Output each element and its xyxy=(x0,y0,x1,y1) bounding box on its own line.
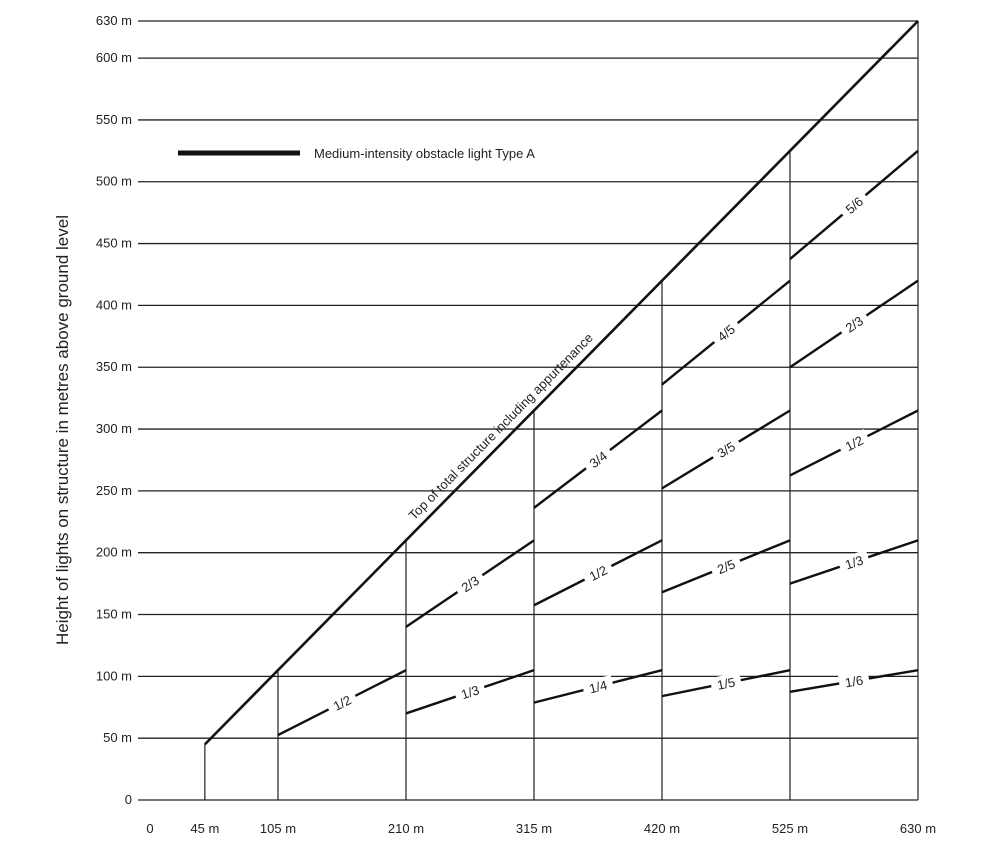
x-tick-label: 525 m xyxy=(772,821,808,836)
series-segment: 1/2 xyxy=(789,409,919,477)
x-tick-label: 210 m xyxy=(388,821,424,836)
y-tick-label: 630 m xyxy=(96,13,132,28)
series-segment: 1/3 xyxy=(405,669,535,715)
series-segment: 2/5 xyxy=(661,539,791,594)
legend: Medium-intensity obstacle light Type A xyxy=(178,146,535,161)
series-segment: 3/5 xyxy=(661,409,791,490)
series-segment: 1/3 xyxy=(789,539,919,585)
x-tick-label: 315 m xyxy=(516,821,552,836)
series-segment: 1/2 xyxy=(533,539,663,607)
x-tick-label: 45 m xyxy=(190,821,219,836)
series-label-text: 1/3 xyxy=(459,682,481,702)
series-label-mask xyxy=(837,670,871,692)
series-label: 1/3 xyxy=(837,549,871,575)
series-label: 1/3 xyxy=(453,679,487,705)
diagonal-label: Top of total structure including appurte… xyxy=(406,330,596,523)
series-label: 1/2 xyxy=(581,558,615,587)
y-tick-label: 450 m xyxy=(96,236,132,251)
series-label-mask xyxy=(709,553,743,580)
series-label-text: 1/6 xyxy=(844,673,864,691)
y-tick-label: 300 m xyxy=(96,421,132,436)
series-label-mask xyxy=(581,558,615,587)
series-label-mask xyxy=(837,189,871,221)
series-label-mask xyxy=(837,429,871,457)
series-label-text: 1/2 xyxy=(843,433,866,455)
series-layer: 1/2 1/3 2/3 1/4 1/2 3/4 1/5 2/5 3/5 4/5 1/6 1/3 1/2 2… xyxy=(277,149,919,737)
y-axis-title: Height of lights on structure in metres … xyxy=(53,215,72,645)
series-label: 2/3 xyxy=(837,308,871,339)
y-tick-label: 250 m xyxy=(96,483,132,498)
series-segment: 4/5 xyxy=(661,279,791,386)
series-label-text: 1/2 xyxy=(587,562,610,584)
series-label-text: 1/3 xyxy=(843,552,865,572)
series-label: 1/2 xyxy=(837,429,871,457)
series-label-mask xyxy=(581,674,615,698)
series-label: 2/3 xyxy=(453,568,487,599)
y-tick-label: 550 m xyxy=(96,112,132,127)
series-label: 1/4 xyxy=(581,674,615,698)
series-label-mask xyxy=(325,688,359,717)
series-label-mask xyxy=(837,549,871,575)
legend-label: Medium-intensity obstacle light Type A xyxy=(314,146,535,161)
y-tick-label: 350 m xyxy=(96,359,132,374)
series-label: 1/6 xyxy=(837,670,871,692)
diagonal-layer: Top of total structure including appurte… xyxy=(203,20,919,746)
series-label: 3/4 xyxy=(581,443,615,475)
series-label-mask xyxy=(709,672,743,694)
y-tick-label: 400 m xyxy=(96,297,132,312)
x-tick-labels: 0 45 m 105 m 210 m 315 m 420 m 525 m 630 m xyxy=(146,821,936,836)
y-tick-labels: 0 50 m 100 m 150 m 200 m 250 m 300 m 350 m 400 m… xyxy=(96,13,132,807)
y-tick-label: 500 m xyxy=(96,174,132,189)
y-tick-label: 50 m xyxy=(103,730,132,745)
series-label: 2/5 xyxy=(709,553,743,580)
series-label: 1/5 xyxy=(709,672,743,694)
y-tick-label: 150 m xyxy=(96,607,132,622)
gridlines xyxy=(138,20,918,801)
x-tick-label: 105 m xyxy=(260,821,296,836)
series-label-mask xyxy=(709,316,743,349)
x-tick-label: 0 xyxy=(146,821,153,836)
series-label-text: 2/5 xyxy=(715,556,737,577)
series-segment: 2/3 xyxy=(789,279,919,369)
series-label-text: 1/4 xyxy=(588,677,609,696)
series-segment: 5/6 xyxy=(789,149,919,260)
x-tick-label: 420 m xyxy=(644,821,680,836)
series-label-mask xyxy=(581,443,615,475)
x-tick-label: 630 m xyxy=(900,821,936,836)
y-tick-label: 100 m xyxy=(96,668,132,683)
series-label-mask xyxy=(709,434,743,465)
series-label-mask xyxy=(453,679,487,705)
series-label: 3/5 xyxy=(709,434,743,465)
series-segment: 2/3 xyxy=(405,539,535,628)
series-segment: 1/5 xyxy=(661,668,791,698)
series-label-mask xyxy=(453,568,487,599)
interval-boundaries xyxy=(204,21,919,800)
series-label-text: 1/2 xyxy=(331,692,354,714)
diagonal-line xyxy=(203,20,919,746)
series-label-text: 1/5 xyxy=(716,674,737,692)
series-segment: 1/4 xyxy=(533,669,663,704)
series-segment: 3/4 xyxy=(533,409,663,509)
series-label: 1/2 xyxy=(325,688,359,717)
series-label-mask xyxy=(837,308,871,339)
series-segment: 1/2 xyxy=(277,669,407,737)
y-tick-label: 0 xyxy=(125,792,132,807)
y-tick-label: 200 m xyxy=(96,545,132,560)
series-segment: 1/6 xyxy=(789,668,919,693)
y-tick-label: 600 m xyxy=(96,50,132,65)
